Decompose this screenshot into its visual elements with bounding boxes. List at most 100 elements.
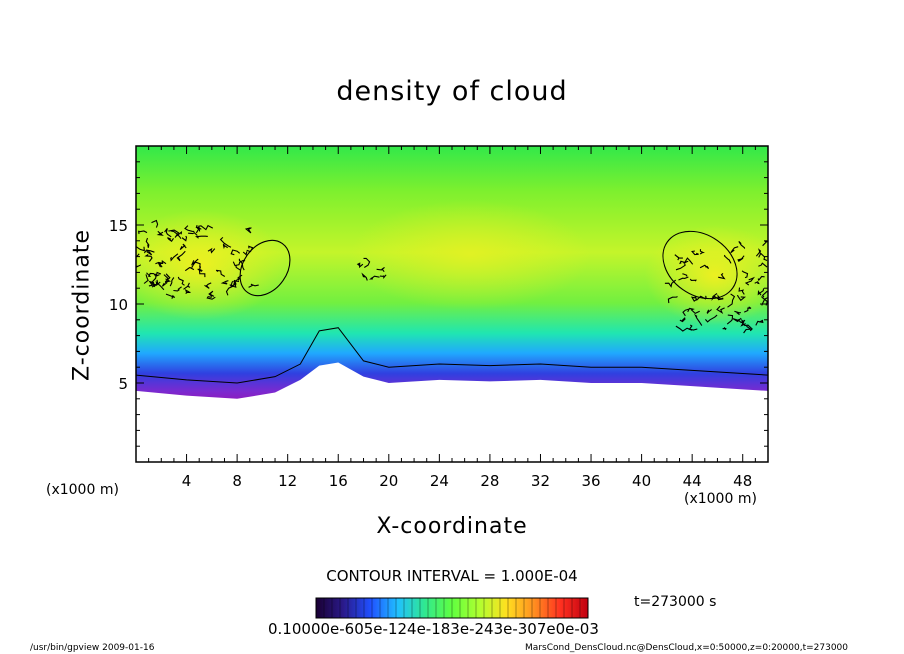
- x-tick-label: 28: [480, 472, 499, 490]
- contour-line: [204, 282, 212, 289]
- x-tick-label: 48: [733, 472, 752, 490]
- high-density-region-right: [645, 225, 768, 325]
- contour-line: [225, 284, 234, 296]
- contour-line: [667, 296, 678, 304]
- contour-line: [148, 279, 159, 287]
- x-tick-label: 36: [581, 472, 600, 490]
- contour-line: [179, 243, 187, 251]
- contour-line: [159, 260, 167, 268]
- contour-line: [177, 276, 185, 286]
- contour-line: [730, 246, 739, 254]
- contour-line: [744, 276, 756, 286]
- contour-line: [690, 295, 698, 302]
- contour-line: [683, 257, 694, 265]
- contour-line: [188, 232, 198, 237]
- contour-line: [738, 287, 745, 295]
- contour-line: [156, 230, 164, 236]
- contour-line: [706, 309, 712, 314]
- contour-line: [379, 274, 387, 280]
- contour-line: [183, 282, 191, 290]
- high-density-region-center: [350, 200, 590, 310]
- contour-loop: [662, 230, 738, 300]
- contour-line: [682, 273, 688, 277]
- x-tick-label: 4: [182, 472, 192, 490]
- contour-line: [161, 281, 168, 287]
- contour-line: [198, 224, 214, 231]
- contour-line: [723, 254, 732, 264]
- contour-line: [163, 274, 172, 283]
- contour-line: [195, 224, 201, 232]
- contour-line: [164, 228, 172, 238]
- cloud-base-contour: [136, 327, 768, 384]
- contour-line: [155, 261, 164, 268]
- contour-line: [699, 264, 710, 270]
- contour-line: [208, 290, 215, 297]
- contour-line: [678, 276, 689, 281]
- contour-line: [688, 307, 700, 315]
- contour-line: [167, 237, 174, 242]
- x-tick-label: 8: [232, 472, 242, 490]
- contour-line: [757, 275, 765, 282]
- contour-line: [736, 294, 747, 302]
- x-tick-label: 12: [278, 472, 297, 490]
- y-axis-label: Z-coordinate: [69, 229, 95, 381]
- contour-line: [675, 325, 693, 332]
- contour-line: [743, 306, 752, 313]
- contour-line: [246, 245, 254, 253]
- contour-line: [741, 270, 749, 279]
- contour-line: [155, 280, 165, 291]
- colorbar-divisions: [323, 598, 581, 618]
- contour-line: [165, 293, 176, 299]
- contour-line: [718, 272, 726, 280]
- y-tick-label: 5: [118, 375, 128, 393]
- contour-line: [146, 272, 155, 277]
- contour-line: [136, 264, 142, 269]
- contour-line: [726, 314, 734, 325]
- contour-line: [679, 260, 688, 265]
- x-unit-label-right: (x1000 m): [684, 491, 757, 507]
- x-tick-label: 44: [683, 472, 702, 490]
- footer-left: /usr/bin/gpview 2009-01-16: [30, 643, 155, 653]
- contour-line: [755, 319, 764, 326]
- contour-line: [737, 255, 745, 263]
- contour-line: [206, 296, 216, 300]
- contour-line: [230, 249, 241, 256]
- x-axis: 4 8 12 16 20 24 28 32 36 40 44 48: [148, 146, 756, 490]
- density-contours: [136, 219, 768, 334]
- contour-line: [738, 241, 746, 249]
- x-axis-label: X-coordinate: [376, 514, 528, 539]
- contour-line: [376, 266, 385, 273]
- contour-line: [694, 313, 703, 326]
- contour-line: [144, 249, 155, 254]
- contour-line: [722, 326, 727, 331]
- x-tick-label: 16: [329, 472, 348, 490]
- contour-line: [138, 230, 148, 235]
- contour-line: [143, 274, 149, 284]
- contour-line: [356, 262, 364, 269]
- contour-interval-label: CONTOUR INTERVAL = 1.000E-04: [326, 567, 578, 585]
- x-tick-label: 32: [531, 472, 550, 490]
- contour-line: [755, 248, 762, 257]
- contour-line: [716, 305, 725, 314]
- contour-line: [136, 253, 140, 258]
- contour-line: [176, 250, 186, 262]
- time-label: t=273000 s: [634, 594, 717, 610]
- contour-loop: [239, 239, 291, 297]
- contour-line: [148, 280, 155, 287]
- contour-line: [363, 257, 371, 268]
- contour-line: [220, 280, 229, 285]
- contour-line: [170, 253, 179, 262]
- contour-line: [675, 263, 686, 271]
- contour-line: [184, 225, 195, 232]
- contour-line: [151, 273, 157, 283]
- contour-line: [184, 267, 195, 272]
- contour-line: [734, 319, 746, 324]
- contour-line: [761, 296, 768, 306]
- contour-line: [734, 310, 741, 316]
- contour-line: [198, 266, 206, 278]
- contour-line: [136, 246, 145, 252]
- contour-line: [151, 219, 159, 228]
- contour-line: [181, 235, 188, 242]
- contour-line: [195, 235, 208, 239]
